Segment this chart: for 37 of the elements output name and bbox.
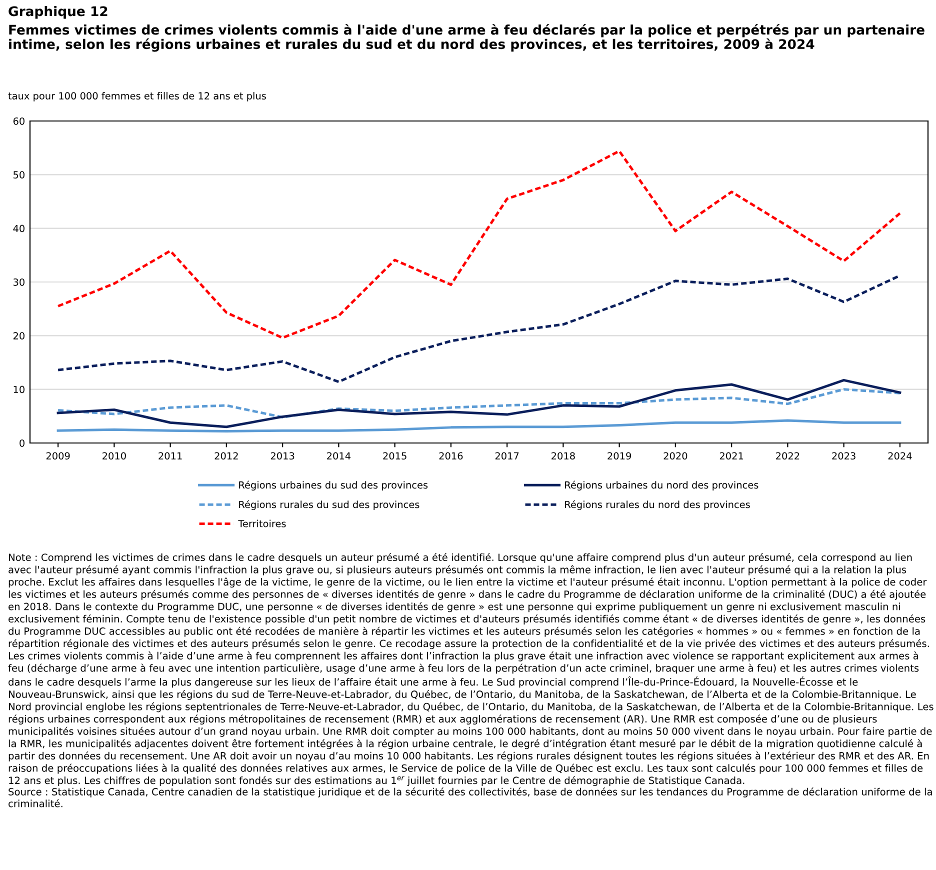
x-tick-label: 2018	[552, 452, 575, 460]
legend-label: Territoires	[238, 520, 286, 528]
line-series	[56, 419, 902, 432]
x-tick-label: 2010	[102, 452, 126, 460]
line-series	[56, 378, 902, 428]
legend-label: Régions rurales du nord des provinces	[565, 500, 750, 510]
legend-label: Régions rurales du sud des provinces	[239, 500, 420, 510]
y-tick-label: 40	[13, 224, 24, 232]
x-tick-label: 2019	[608, 452, 631, 460]
source-note: Source : Statistique Canada, Centre canadien de la statistique juridique et de la sécurité des collectivités, base de données sur les tendances du Programme de déclaration uniforme de la criminalité.	[8, 787, 932, 808]
legend-label: Régions urbaines du sud des provinces	[239, 480, 428, 491]
x-tick-label: 2015	[383, 452, 406, 460]
y-tick-label: 10	[14, 386, 24, 394]
x-tick-label: 2016	[439, 452, 463, 460]
y-tick-label: 30	[14, 278, 24, 286]
text: Note : Comprend les victimes de crimes dans le cadre desquels un auteur présumé a été identifié. Lorsque qu'une affaire comprend plus d'un auteur présumé, cela correspond au lien avec l'auteur présumé ayant commis l'infraction la plus grave ou, si plusieurs auteurs présumés ont commis la même infraction, le lien avec l'auteur présumé qui a la relation la plus proche. Exclut les affaires dans lesquelles l'âge de la victime, le genre de la victime, ou le lien entre la victime et l'auteur présumé était inconnu. L'option permettant à la police de coder les victimes et les auteurs présumés comme des personnes de « diverses identités de genre » dans le cadre du Programme de déclaration uniforme de la criminalité (DUC) a été ajoutée en 2018. Dans le contexte du Programme DUC, une personne « de diverses identités de genre » est une personne qui exprime publiquement un genre ni exclusivement masculin ni exclusivement féminin. Compte tenu de l'existence possible d'un petit nombre de victimes et d'auteurs présumés identifiés comme étant « de diverses identités de genre », les données du Programme DUC accessibles au public ont été recodées de manière à répartir les victimes et les auteurs présumés selon les catégories « hommes » ou « femmes » en fonction de la répartition régionale des victimes et des auteurs présumés selon le genre. Ce recodage assure la protection de la confidentialité et de la vie privée des victimes et des auteurs présumés. Les crimes violents commis à l’aide d’une arme à feu comprennent les affaires dont l’infraction la plus grave était une infraction avec violence se rapportant explicitement aux armes à feu (décharge d’une arme à feu avec une intention particulière, usage d’une arme à feu lors de la perpétration d’un acte criminel, braquer une arme à feu) et les autres crimes violents dans le cadre desquels l’arme la plus dangereuse sur les lieux de l’affaire était une arme à feu. Le Sud provincial comprend l’Île-du-Prince-Édouard, la Nouvelle-Écosse et le Nouveau-Brunswick, ainsi que les régions du sud de Terre-Neuve-et-Labrador, du Québec, de l’Ontario, du Manitoba, de la Saskatchewan, de l’Alberta et de la Colombie-Britannique. Le Nord provincial englobe les régions septentrionales de Terre-Neuve-et-Labrador, du Québec, de l’Ontario, du Manitoba, de la Saskatchewan, de l’Alberta et de la Colombie-Britannique. Les régions urbaines correspondent aux régions métropolitaines de recensement (RMR) et aux agglomérations de recensement (AR). Une RMR est composée d’une ou de plusieurs municipalités voisines situées autour d’un grand noyau urbain. Une RMR doit compter au moins 100 000 habitants, dont au moins 50 000 vivent dans le noyau urbain. Pour faire partie de la RMR, les municipalités adjacentes doivent être fortement intégrées à la région urbaine centrale, le degré d’intégration étant mesuré par le débit de la migration quotidienne calculé à partir des données du recensement. Une AR doit avoir un noyau d’au moins 10 000 habitants. Les régions rurales désignent toutes les régions situées à l’extérieur des RMR et des AR. En raison de préoccupations liées à la qualité des données relatives aux armes, le Service de police de la Ville de Québec est exclu. Les taux sont calculés pour 100 000 femmes et filles de 12 ans et plus. Les chiffres de population sont fondés sur des estimations au 1$^{er}$ juillet fournies par le Centre de démographie de Statistique Canada.	[8, 553, 934, 786]
line-series	[56, 150, 902, 340]
x-tick-label: 2024	[888, 452, 912, 460]
x-tick-label: 2023	[832, 452, 856, 460]
x-tick-label: 2011	[158, 452, 182, 460]
y-tick-label: 0	[20, 439, 24, 447]
legend-label: Régions urbaines du nord des provinces	[565, 480, 758, 491]
y-tick-label: 60	[13, 117, 24, 125]
x-tick-label: 2021	[720, 452, 744, 460]
x-tick-label: 2014	[327, 452, 351, 460]
x-tick-label: 2012	[214, 452, 238, 460]
line-series	[56, 388, 902, 418]
x-tick-label: 2009	[46, 452, 70, 460]
y-axis-title: taux pour 100 000 femmes et filles de 12 ans et plus	[8, 92, 266, 102]
x-tick-label: 2017	[495, 452, 519, 460]
x-tick-label: 2022	[776, 452, 800, 460]
y-tick-label: 50	[14, 171, 24, 178]
chart-title: Graphique 12	[8, 6, 108, 19]
x-tick-label: 2020	[664, 452, 688, 460]
chart-subtitle: Femmes victimes de crimes violents commis à l'aide d'une arme à feu déclarés par la police et perpétrés par un partenaire intime, selon les régions urbaines et rurales du sud et du nord des provinces, et les territoires, 2009 à 2024	[9, 24, 924, 52]
y-tick-label: 20	[13, 332, 24, 340]
x-tick-label: 2013	[270, 452, 294, 460]
